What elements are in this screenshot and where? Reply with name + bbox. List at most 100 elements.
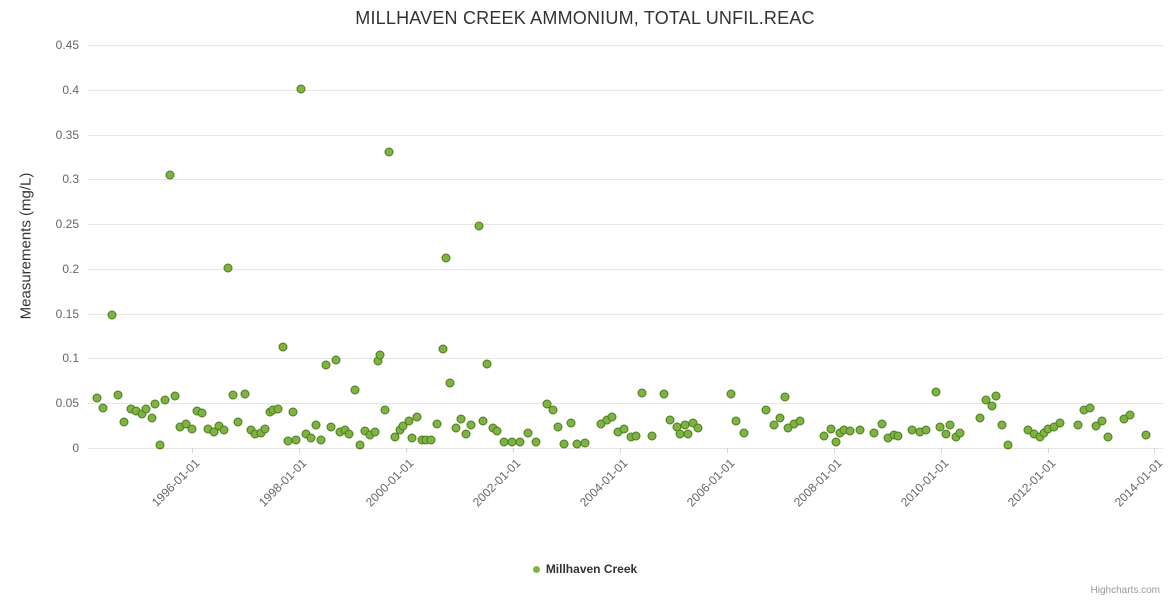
data-point[interactable] <box>233 417 243 427</box>
data-point[interactable] <box>975 413 985 423</box>
data-point[interactable] <box>869 428 879 438</box>
highcharts-credit-link[interactable]: Highcharts.com <box>1090 585 1160 596</box>
data-point[interactable] <box>1055 418 1065 428</box>
data-point[interactable] <box>1141 430 1151 440</box>
data-point[interactable] <box>955 428 965 438</box>
data-point[interactable] <box>278 342 288 352</box>
data-point[interactable] <box>384 147 394 157</box>
data-point[interactable] <box>845 426 855 436</box>
data-point[interactable] <box>769 420 779 430</box>
data-point[interactable] <box>515 437 525 447</box>
data-point[interactable] <box>209 427 219 437</box>
data-point[interactable] <box>404 416 414 426</box>
data-point[interactable] <box>147 413 157 423</box>
data-point[interactable] <box>107 310 117 320</box>
data-point[interactable] <box>1091 421 1101 431</box>
data-point[interactable] <box>775 413 785 423</box>
data-point[interactable] <box>855 425 865 435</box>
data-point[interactable] <box>1049 422 1059 432</box>
data-point[interactable] <box>665 415 675 425</box>
data-point[interactable] <box>170 391 180 401</box>
data-point[interactable] <box>311 420 321 430</box>
data-point[interactable] <box>731 416 741 426</box>
data-point[interactable] <box>375 350 385 360</box>
data-point[interactable] <box>228 390 238 400</box>
data-point[interactable] <box>659 389 669 399</box>
data-point[interactable] <box>647 431 657 441</box>
data-point[interactable] <box>390 432 400 442</box>
data-point[interactable] <box>548 405 558 415</box>
data-point[interactable] <box>273 404 283 414</box>
data-point[interactable] <box>987 401 997 411</box>
data-point[interactable] <box>893 431 903 441</box>
data-point[interactable] <box>941 429 951 439</box>
data-point[interactable] <box>945 420 955 430</box>
data-point[interactable] <box>637 388 647 398</box>
data-point[interactable] <box>1103 432 1113 442</box>
data-point[interactable] <box>831 437 841 447</box>
data-point[interactable] <box>631 431 641 441</box>
data-point[interactable] <box>466 420 476 430</box>
data-point[interactable] <box>412 412 422 422</box>
data-point[interactable] <box>155 440 165 450</box>
legend-item-millhaven-creek[interactable]: Millhaven Creek <box>0 562 1170 576</box>
data-point[interactable] <box>1073 420 1083 430</box>
data-point[interactable] <box>321 360 331 370</box>
data-point[interactable] <box>291 435 301 445</box>
data-point[interactable] <box>607 412 617 422</box>
data-point[interactable] <box>240 389 250 399</box>
data-point[interactable] <box>98 403 108 413</box>
data-point[interactable] <box>1097 416 1107 426</box>
data-point[interactable] <box>380 405 390 415</box>
data-point[interactable] <box>445 378 455 388</box>
data-point[interactable] <box>935 422 945 432</box>
data-point[interactable] <box>432 419 442 429</box>
data-point[interactable] <box>619 424 629 434</box>
data-point[interactable] <box>296 84 306 94</box>
data-point[interactable] <box>451 423 461 433</box>
data-point[interactable] <box>726 389 736 399</box>
data-point[interactable] <box>1003 440 1013 450</box>
data-point[interactable] <box>160 395 170 405</box>
data-point[interactable] <box>441 253 451 263</box>
data-point[interactable] <box>931 387 941 397</box>
data-point[interactable] <box>187 424 197 434</box>
data-point[interactable] <box>306 433 316 443</box>
data-point[interactable] <box>1119 414 1129 424</box>
data-point[interactable] <box>553 422 563 432</box>
data-point[interactable] <box>474 221 484 231</box>
data-point[interactable] <box>761 405 771 415</box>
data-point[interactable] <box>260 424 270 434</box>
data-point[interactable] <box>219 425 229 435</box>
data-point[interactable] <box>492 426 502 436</box>
data-point[interactable] <box>783 423 793 433</box>
data-point[interactable] <box>991 391 1001 401</box>
data-point[interactable] <box>197 408 207 418</box>
data-point[interactable] <box>688 418 698 428</box>
data-point[interactable] <box>981 395 991 405</box>
data-point[interactable] <box>141 404 151 414</box>
data-point[interactable] <box>181 419 191 429</box>
data-point[interactable] <box>542 399 552 409</box>
data-point[interactable] <box>826 424 835 434</box>
data-point[interactable] <box>693 423 703 433</box>
data-point[interactable] <box>344 429 354 439</box>
data-point[interactable] <box>877 419 887 429</box>
data-point[interactable] <box>288 407 298 417</box>
data-point[interactable] <box>355 440 365 450</box>
data-point[interactable] <box>456 414 466 424</box>
data-point[interactable] <box>1085 403 1095 413</box>
data-point[interactable] <box>438 344 448 354</box>
data-point[interactable] <box>683 429 693 439</box>
data-point[interactable] <box>482 359 492 369</box>
data-point[interactable] <box>523 428 533 438</box>
data-point[interactable] <box>739 428 749 438</box>
data-point[interactable] <box>113 390 123 400</box>
data-point[interactable] <box>119 417 129 427</box>
data-point[interactable] <box>150 399 160 409</box>
data-point[interactable] <box>780 392 790 402</box>
data-point[interactable] <box>531 437 541 447</box>
data-point[interactable] <box>580 438 590 448</box>
data-point[interactable] <box>92 393 102 403</box>
data-point[interactable] <box>331 355 340 365</box>
